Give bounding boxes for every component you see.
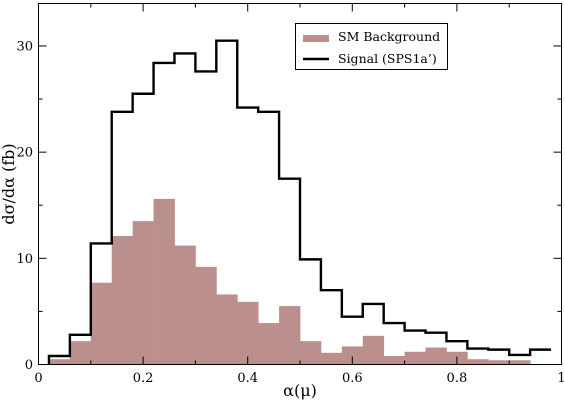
signal-step-line xyxy=(47,39,552,365)
background-bar xyxy=(90,282,113,365)
x-tick-label: 1 xyxy=(557,371,565,386)
background-bar xyxy=(383,356,405,365)
legend: SM Background Signal (SPS1a’) xyxy=(295,23,448,70)
background-bar xyxy=(174,245,196,365)
background-bar xyxy=(425,347,447,365)
y-tick-label: 20 xyxy=(16,146,33,161)
background-bar xyxy=(467,359,489,365)
background-bar xyxy=(341,346,364,365)
y-tick-label: 10 xyxy=(16,252,33,267)
background-bar xyxy=(258,323,280,365)
x-tick-label: 0.8 xyxy=(447,371,468,386)
x-tick-label: 0.2 xyxy=(133,371,154,386)
x-tick-label: 0.6 xyxy=(342,371,363,386)
x-tick-label: 0 xyxy=(34,371,42,386)
y-tick-labels-group: 0 10 20 30 xyxy=(16,39,33,373)
legend-swatch-background xyxy=(303,35,329,42)
legend-box xyxy=(295,23,448,70)
background-bar xyxy=(216,294,238,365)
y-tick-label: 0 xyxy=(25,358,33,373)
background-bar xyxy=(279,306,301,365)
background-bar xyxy=(488,360,510,365)
background-bar xyxy=(132,221,154,365)
background-bar xyxy=(195,266,217,365)
background-bar xyxy=(153,198,175,365)
background-bar xyxy=(48,359,71,365)
x-axis-label: α(μ) xyxy=(283,381,317,400)
background-bar xyxy=(111,236,134,365)
background-bar xyxy=(509,360,531,365)
background-bar xyxy=(404,351,426,365)
x-tick-label: 0.4 xyxy=(237,371,258,386)
background-bars-group xyxy=(48,198,531,365)
legend-label-background: SM Background xyxy=(338,29,440,44)
background-bar xyxy=(362,335,385,365)
background-bar xyxy=(300,341,322,365)
background-bar xyxy=(320,352,343,365)
background-bar xyxy=(69,341,92,365)
background-bar xyxy=(237,301,259,365)
legend-label-signal: Signal (SPS1a’) xyxy=(338,51,437,66)
plot-frame xyxy=(38,3,562,365)
y-tick-label: 30 xyxy=(16,39,33,54)
y-axis-label: dσ/dα (fb) xyxy=(0,143,18,224)
x-tick-labels-group: 0 0.2 0.4 0.6 0.8 1 xyxy=(34,371,565,386)
